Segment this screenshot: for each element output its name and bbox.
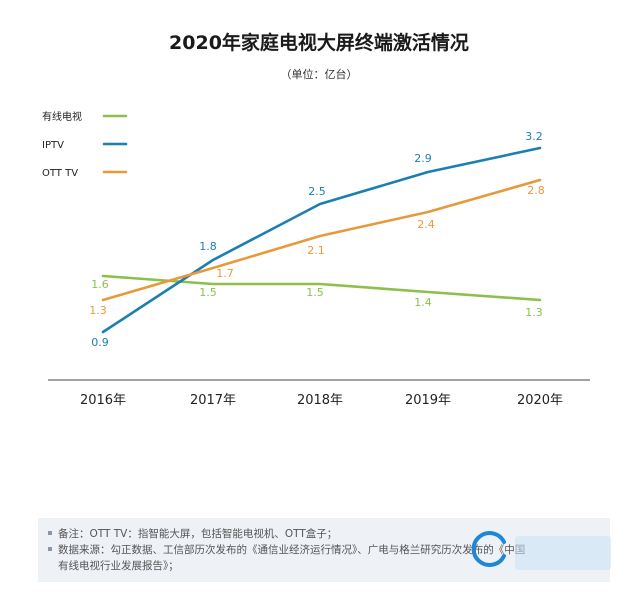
data-label: 0.9 [91,336,109,349]
chart-subtitle: （单位：亿台） [280,68,358,81]
note-source-text: 数据来源：勾正数据、工信部历次发布的《通信业经济运行情况》、广电与格兰研究历次发… [58,544,526,556]
data-label: 1.4 [414,296,432,309]
bullet-icon [48,526,58,542]
data-label: 2.1 [307,244,325,257]
note-remark-text: 备注：OTT TV：指智能大屏，包括智能电视机、OTT盒子； [58,528,338,540]
series-line-1 [101,274,542,302]
chart-title: 2020年家庭电视大屏终端激活情况 [169,32,469,54]
x-tick-label: 2017年 [190,393,236,408]
x-tick-label: 2018年 [297,393,343,408]
data-label: 3.2 [525,130,543,143]
data-label: 1.3 [89,304,107,317]
data-label: 1.5 [199,286,217,299]
note-source-continued: 有线电视行业发展报告》； [48,558,600,574]
data-label: 1.6 [91,278,109,291]
x-tick-label: 2020年 [517,393,563,408]
watermark-logo-icon [471,531,506,567]
data-label: 2.4 [417,218,435,231]
data-label: 1.5 [306,286,324,299]
note-source: 数据来源：勾正数据、工信部历次发布的《通信业经济运行情况》、广电与格兰研究历次发… [48,542,600,558]
data-label: 2.8 [527,184,545,197]
legend-label: IPTV [42,140,64,151]
x-tick-label: 2016年 [80,393,126,408]
note-remark: 备注：OTT TV：指智能大屏，包括智能电视机、OTT盒子； [48,526,600,542]
line-chart: 2016年 2017年 2018年 2019年 2020年 1.6 1.5 1.5 1.4 1.3… [42,110,590,408]
legend-label: OTT TV [42,168,78,179]
note-source-text-continued: 有线电视行业发展报告》； [58,560,179,572]
bullet-icon [48,542,58,558]
data-label: 2.5 [308,185,326,198]
x-tick-label: 2019年 [405,393,451,408]
data-label: 1.8 [199,240,217,253]
series-line-3 [101,178,542,302]
notes-box: 备注：OTT TV：指智能大屏，包括智能电视机、OTT盒子； 数据来源：勾正数据… [38,518,610,582]
data-label: 1.3 [525,306,543,319]
data-label: 2.9 [414,152,432,165]
data-label: 1.7 [216,267,234,280]
watermark-box [515,536,611,570]
legend-label: 有线电视 [42,110,82,123]
series-line-2 [101,146,542,334]
